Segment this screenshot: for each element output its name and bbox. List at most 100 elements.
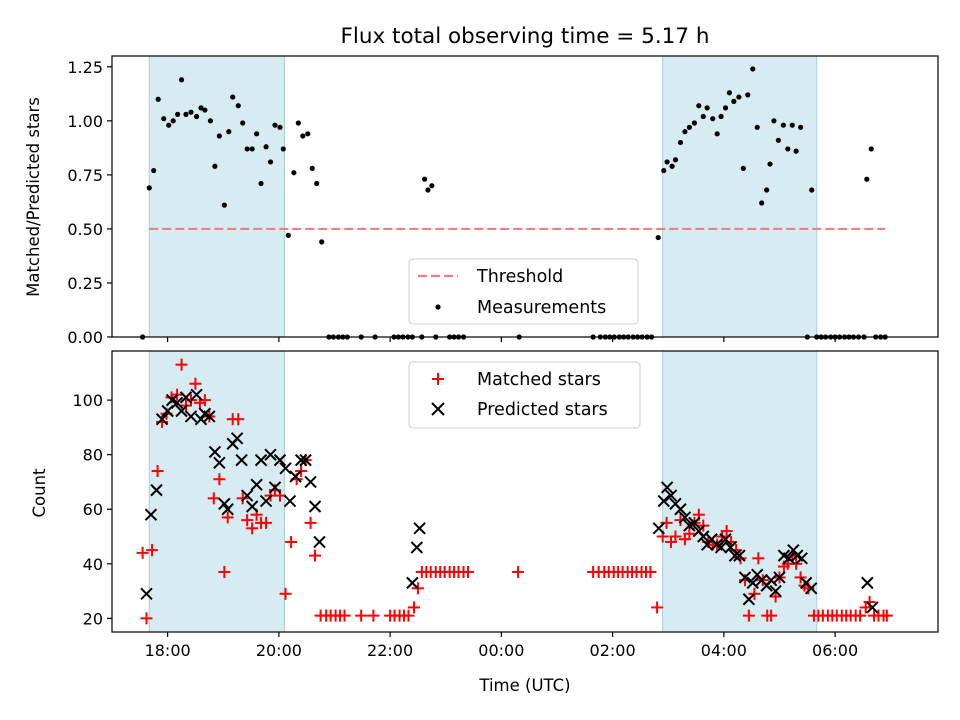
predicted-star-point <box>155 412 169 426</box>
measurement-point <box>198 105 204 111</box>
predicted-star-point <box>410 541 424 554</box>
measurement-point <box>216 133 222 139</box>
predicted-star-point <box>208 445 222 459</box>
predicted-star-point <box>714 541 728 554</box>
matched-star-point <box>880 609 893 622</box>
predicted-star-point <box>140 587 153 601</box>
measurement-point <box>661 167 667 174</box>
matched-star-point <box>765 609 778 622</box>
predicted-star-point <box>773 571 786 584</box>
predicted-star-point <box>240 489 254 502</box>
matched-star-point <box>304 516 317 529</box>
measurement-point <box>655 234 661 241</box>
matched-star-point <box>752 552 765 565</box>
matched-star-point <box>355 609 368 622</box>
predicted-star-point <box>746 576 759 590</box>
predicted-star-point <box>678 511 692 524</box>
matched-star-point <box>644 565 657 578</box>
measurement-point <box>178 77 185 83</box>
matched-star-point <box>790 557 803 570</box>
measurement-point <box>672 157 679 163</box>
matched-star-point <box>461 565 474 578</box>
measurement-point <box>722 105 729 111</box>
observing-window-band <box>148 350 285 633</box>
matched-star-point <box>295 465 308 478</box>
predicted-star-point <box>283 494 297 508</box>
measurement-point <box>868 146 874 152</box>
predicted-star-point <box>245 500 259 513</box>
predicted-star-point <box>697 530 710 543</box>
matched-star-point <box>411 582 424 595</box>
measurement-point <box>750 66 756 72</box>
measurement-point <box>161 116 167 122</box>
legend-matched-label: Matched stars <box>477 370 601 390</box>
measurement-point <box>691 120 697 126</box>
measurement-point <box>193 113 200 120</box>
matched-star-point <box>742 609 755 622</box>
measurement-point <box>263 144 269 150</box>
predicted-star-point <box>213 456 226 470</box>
matched-star-point <box>748 587 761 600</box>
predicted-star-point <box>175 404 188 418</box>
predicted-star-point <box>264 448 277 461</box>
measurement-point <box>785 146 791 152</box>
predicted-star-point <box>218 497 231 510</box>
measurement-point <box>202 107 208 113</box>
predicted-star-point <box>769 584 782 598</box>
measurement-point <box>736 94 742 100</box>
matched-star-point <box>285 535 298 548</box>
measurement-point <box>240 120 246 126</box>
matched-star-point <box>136 546 149 559</box>
measurement-point <box>429 183 435 189</box>
measurement-point <box>244 146 250 152</box>
top-y-axis-label: Matched/Predicted stars <box>24 97 43 297</box>
matched-star-point <box>402 609 415 622</box>
matched-star-point <box>184 394 197 407</box>
measurement-point <box>291 170 297 176</box>
matched-star-point <box>309 549 322 562</box>
top-y-tick-label: 0.00 <box>67 328 103 347</box>
predicted-star-point <box>413 522 426 535</box>
predicted-star-point <box>259 494 273 508</box>
predicted-star-point <box>674 503 687 516</box>
predicted-star-point <box>144 508 158 521</box>
matched-star-point <box>246 522 259 535</box>
matched-star-point <box>207 492 220 505</box>
measurement-point <box>669 163 675 169</box>
measurement-point <box>793 148 799 154</box>
measurement-point <box>305 131 311 137</box>
matched-star-point <box>213 473 226 486</box>
measurement-point <box>175 111 181 117</box>
matched-star-point <box>189 377 202 390</box>
predicted-star-point <box>304 475 317 489</box>
bottom-y-tick-label: 20 <box>83 609 103 628</box>
predicted-star-point <box>250 478 263 491</box>
measurement-point <box>764 187 770 193</box>
top-y-tick-label: 1.25 <box>67 58 103 77</box>
legend-predicted-label: Predicted stars <box>477 400 608 420</box>
bottom-y-tick-label: 60 <box>83 500 103 519</box>
measurement-point <box>155 96 161 102</box>
predicted-star-point <box>268 481 282 494</box>
measurement-point <box>731 98 737 104</box>
predicted-star-point <box>170 396 184 410</box>
matched-star-point <box>221 511 234 524</box>
predicted-star-point <box>742 593 756 606</box>
measurement-point <box>146 185 152 191</box>
bottom-plot-frame <box>111 350 939 633</box>
matched-star-point <box>151 465 164 478</box>
predicted-star-point <box>273 453 287 467</box>
measurement-point <box>789 122 795 128</box>
predicted-star-point <box>235 453 248 467</box>
predicted-star-point <box>299 453 312 467</box>
x-axis-label: Time (UTC) <box>478 676 570 695</box>
x-tick-label: 18:00 <box>145 641 191 660</box>
x-tick-label: 22:00 <box>367 641 413 660</box>
legend-predicted-marker <box>431 402 445 416</box>
measurement-point <box>319 239 325 245</box>
predicted-star-point <box>664 489 678 502</box>
measurement-point <box>767 161 773 167</box>
measurement-point <box>254 131 260 137</box>
matched-star-point <box>651 601 664 614</box>
predicted-star-point <box>279 462 292 475</box>
